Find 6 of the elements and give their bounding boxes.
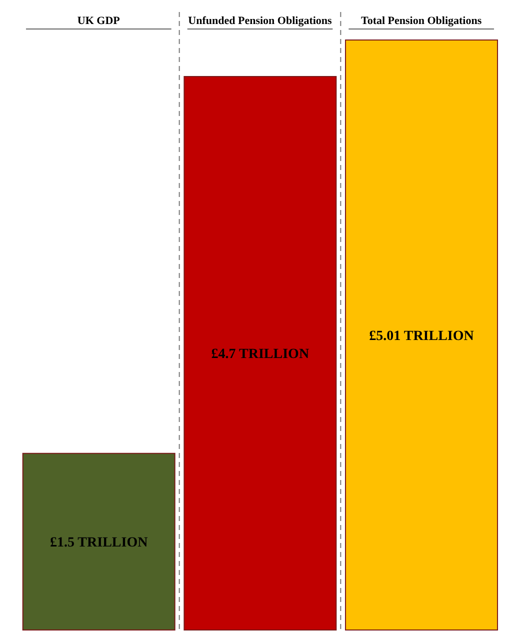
x-tick-label: Unfunded Pension Obligations (188, 15, 333, 27)
data-label: £5.01 TRILLION (369, 328, 474, 344)
x-tick-label: Total Pension Obligations (361, 15, 482, 27)
x-tick-label: UK GDP (77, 15, 120, 27)
data-label: £4.7 TRILLION (211, 347, 310, 362)
data-label: £1.5 TRILLION (50, 536, 148, 551)
